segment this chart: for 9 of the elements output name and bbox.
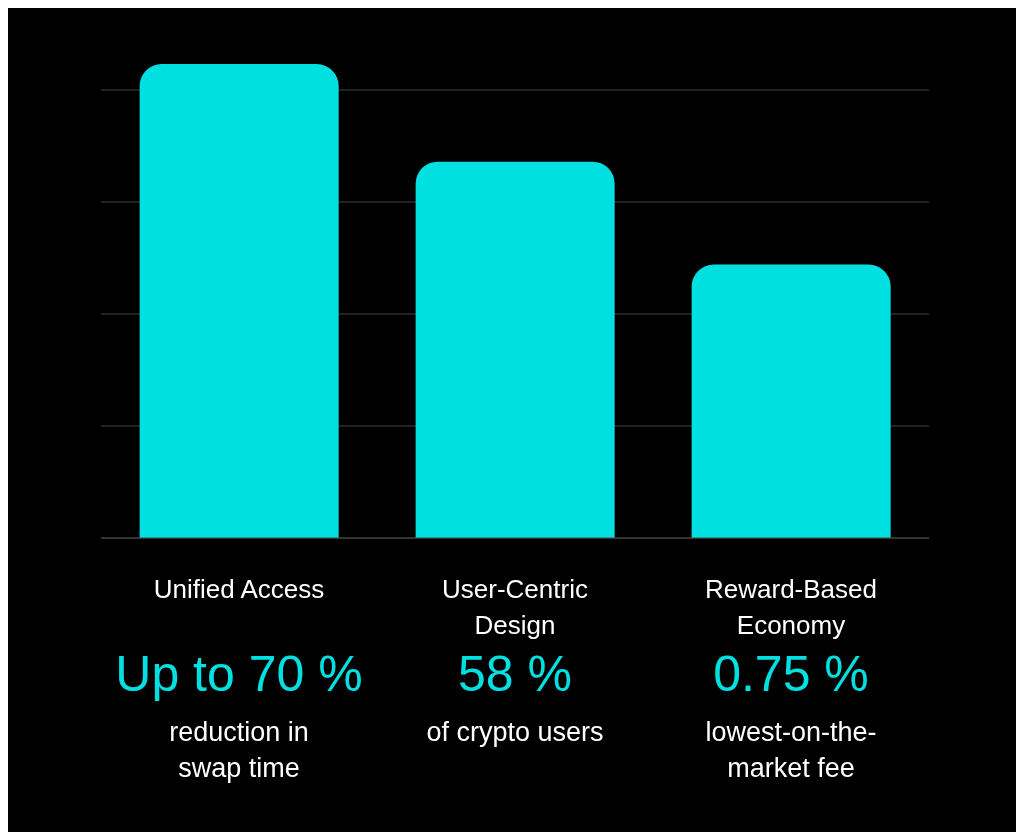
text: reduction in swap time bbox=[168, 716, 310, 785]
text: of crypto users bbox=[425, 716, 605, 749]
x-tick-label: Reward-Based Economy bbox=[705, 574, 877, 640]
text: Up to 70 % bbox=[114, 645, 364, 704]
text: 0.75 % bbox=[712, 645, 870, 704]
text: lowest-on-the-market fee bbox=[704, 716, 878, 785]
x-tick-label: User-Centric Design bbox=[442, 574, 588, 640]
x-tick-label: Unified Access bbox=[153, 574, 325, 604]
text: 58 % bbox=[457, 645, 573, 704]
